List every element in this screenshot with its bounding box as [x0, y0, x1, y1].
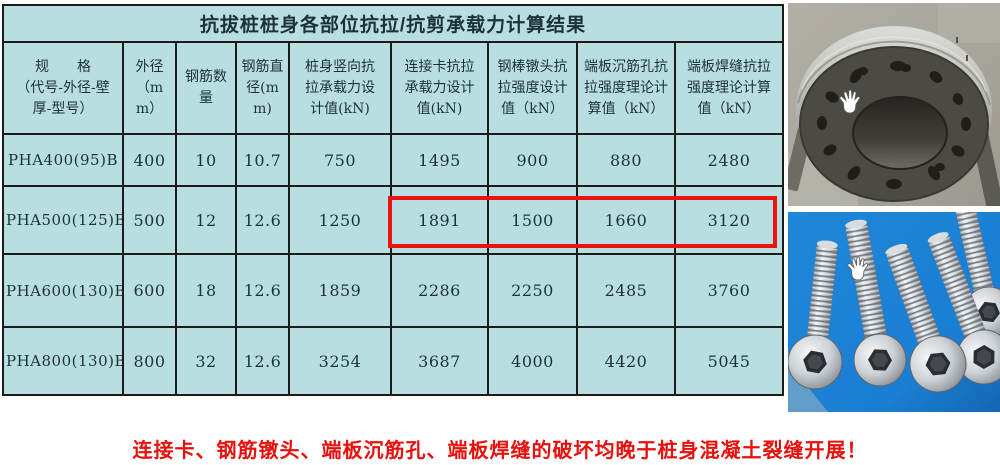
- cell-spec: PHA500(125)B: [2, 185, 124, 255]
- bolt: [927, 232, 1000, 385]
- cell-value: 800: [122, 326, 177, 396]
- cell-value: 32: [175, 326, 237, 396]
- table-row: PHA400(95)B 400 10 10.7 750 1495 900 880…: [2, 133, 785, 187]
- table-row: PHA600(130)B 600 18 12.6 1859 2286 2250 …: [2, 253, 785, 328]
- cell-value: 12.6: [235, 326, 290, 396]
- caption: 连接卡、钢筋镦头、端板沉筋孔、端板焊缝的破坏均晚于桩身混凝土裂缝开展！: [132, 440, 868, 462]
- cell-value: 18: [175, 253, 237, 328]
- cell-value: 12.6: [235, 253, 290, 328]
- col-header-spec: 规 格 （代号-外径-壁 厚-型号）: [2, 41, 124, 135]
- bolt: [788, 240, 843, 390]
- results-table: 抗拔桩桩身各部位抗拉/抗剪承载力计算结果 规 格 （代号-外径-壁 厚-型号） …: [1, 4, 785, 396]
- cell-value: 2286: [390, 253, 489, 328]
- col-header-clamp: 连接卡抗拉 承载力设计 值(kN): [390, 41, 489, 135]
- hand-cursor-icon: [839, 89, 861, 114]
- cell-value: 600: [122, 253, 177, 328]
- cell-value: 12.6: [235, 185, 290, 255]
- cell-value: 2485: [576, 253, 676, 328]
- cell-value: 1500: [487, 185, 578, 255]
- cell-value: 500: [122, 185, 177, 255]
- bolt: [845, 219, 907, 387]
- end-plate-ring-photo: [788, 3, 1000, 206]
- cell-value: 4000: [487, 326, 578, 396]
- cell-value: 1250: [288, 185, 392, 255]
- headed-bolts-photo: [788, 212, 1000, 412]
- hand-cursor-icon: [847, 256, 869, 281]
- cell-value: 3760: [673, 253, 785, 328]
- table-row-highlighted: PHA500(125)B 500 12 12.6 1250 1891 1500 …: [2, 185, 785, 255]
- col-header-bar-dia: 钢筋直 径(mm): [235, 41, 290, 135]
- col-header-outer-dia: 外径 （mm）: [122, 41, 177, 135]
- table-row: PHA800(130)B 800 32 12.6 3254 3687 4000 …: [2, 326, 785, 396]
- cell-spec: PHA400(95)B: [2, 133, 124, 187]
- cell-value: 1495: [390, 133, 489, 187]
- cell-spec: PHA600(130)B: [2, 253, 124, 328]
- table-title: 抗拔桩桩身各部位抗拉/抗剪承载力计算结果: [1, 4, 785, 43]
- cell-value: 4420: [576, 326, 676, 396]
- cell-value: 1891: [390, 185, 489, 255]
- cell-value: 880: [576, 133, 676, 187]
- cell-value: 10: [175, 133, 237, 187]
- header-row: 规 格 （代号-外径-壁 厚-型号） 外径 （mm） 钢筋数 量 钢筋直 径(m…: [2, 41, 785, 135]
- cell-value: 900: [487, 133, 578, 187]
- cell-value: 1660: [576, 185, 676, 255]
- plate-holes: [817, 61, 971, 189]
- bolt: [885, 243, 967, 393]
- col-header-pile-tension: 桩身竖向抗 拉承载力设 计值(kN): [288, 41, 392, 135]
- cell-value: 400: [122, 133, 177, 187]
- cell-value: 1859: [288, 253, 392, 328]
- cell-value: 2250: [487, 253, 578, 328]
- cell-value: 3120: [673, 185, 785, 255]
- cell-value: 10.7: [235, 133, 290, 187]
- cell-value: 3254: [288, 326, 392, 396]
- col-header-bar-count: 钢筋数 量: [175, 41, 237, 135]
- col-header-upset-head: 钢棒镦头抗 拉强度设计 值（kN）: [487, 41, 578, 135]
- col-header-plate-weld: 端板焊缝抗拉 强度理论计算 值（kN）: [673, 41, 785, 135]
- cell-value: 750: [288, 133, 392, 187]
- cell-value: 5045: [673, 326, 785, 396]
- cell-value: 12: [175, 185, 237, 255]
- cell-value: 3687: [390, 326, 489, 396]
- cell-spec: PHA800(130)B: [2, 326, 124, 396]
- cell-value: 2480: [673, 133, 785, 187]
- col-header-plate-hole: 端板沉筋孔抗 拉强度理论计 算值（kN）: [576, 41, 676, 135]
